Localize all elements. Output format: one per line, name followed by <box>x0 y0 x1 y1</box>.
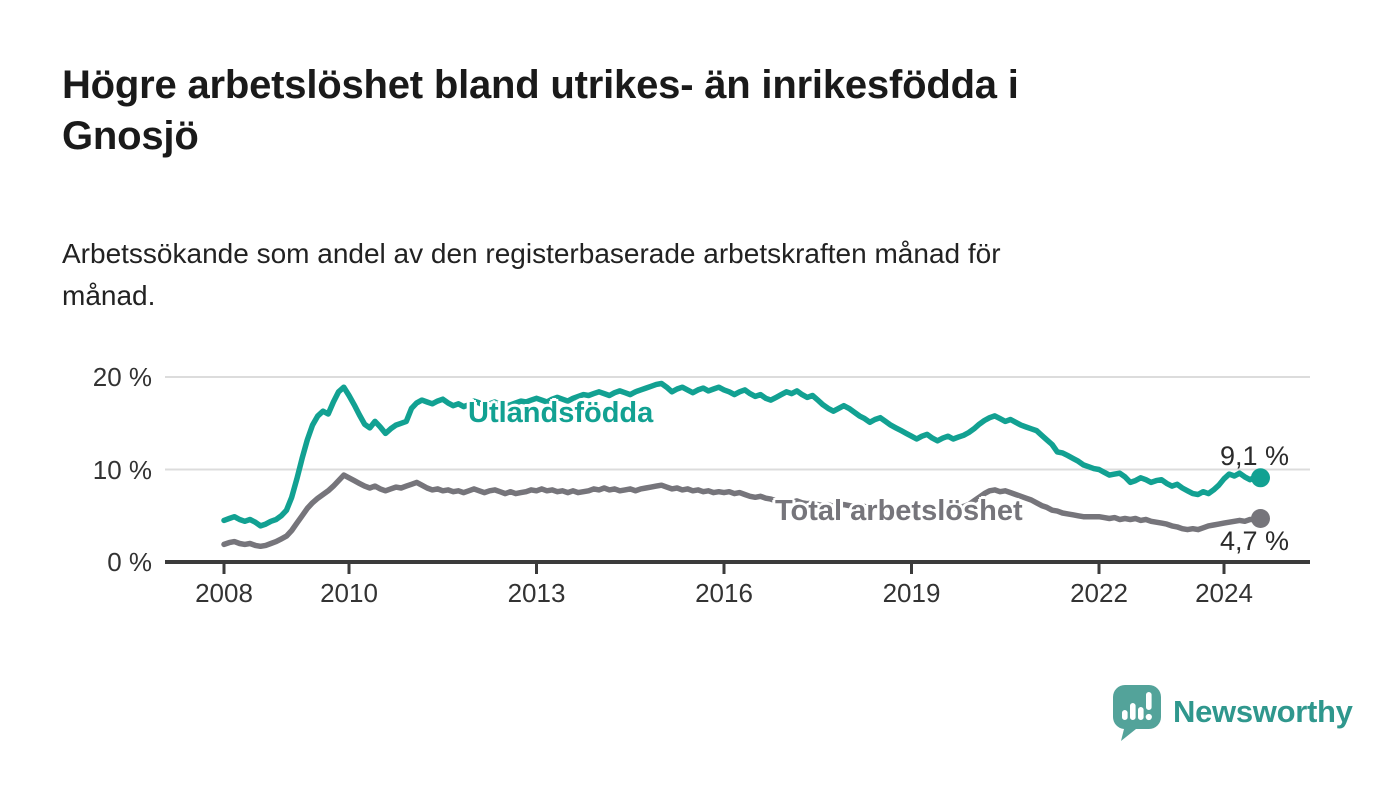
page-title: Högre arbetslöshet bland utrikes- än inr… <box>62 63 1019 158</box>
x-tick-label: 2013 <box>507 578 566 608</box>
x-tick-label: 2019 <box>882 578 941 608</box>
page-subtitle: Arbetssökande som andel av den registerb… <box>62 238 1001 311</box>
x-tick-label: 2016 <box>695 578 753 608</box>
newsworthy-logo: Newsworthy <box>1112 684 1353 747</box>
x-tick-label: 2022 <box>1070 578 1128 608</box>
end-value-utlandsfodda: 9,1 % <box>1220 441 1290 471</box>
series-label-utlandsfodda: Utlandsfödda <box>468 397 654 429</box>
newsworthy-speech-bubble-bar-chart-icon <box>1112 684 1162 747</box>
x-tick-label: 2024 <box>1195 578 1253 608</box>
newsworthy-wordmark: Newsworthy <box>1173 694 1353 729</box>
series-label-total-arbetsloshet: Total arbetslöshet <box>775 495 1023 527</box>
end-value-total: 4,7 % <box>1220 526 1290 556</box>
x-tick-label: 2008 <box>195 578 253 608</box>
y-tick-label: 20 % <box>92 362 152 392</box>
y-tick-label: 10 % <box>92 454 152 485</box>
y-tick-label: 0 % <box>107 547 152 577</box>
x-tick-label: 2010 <box>320 578 378 608</box>
